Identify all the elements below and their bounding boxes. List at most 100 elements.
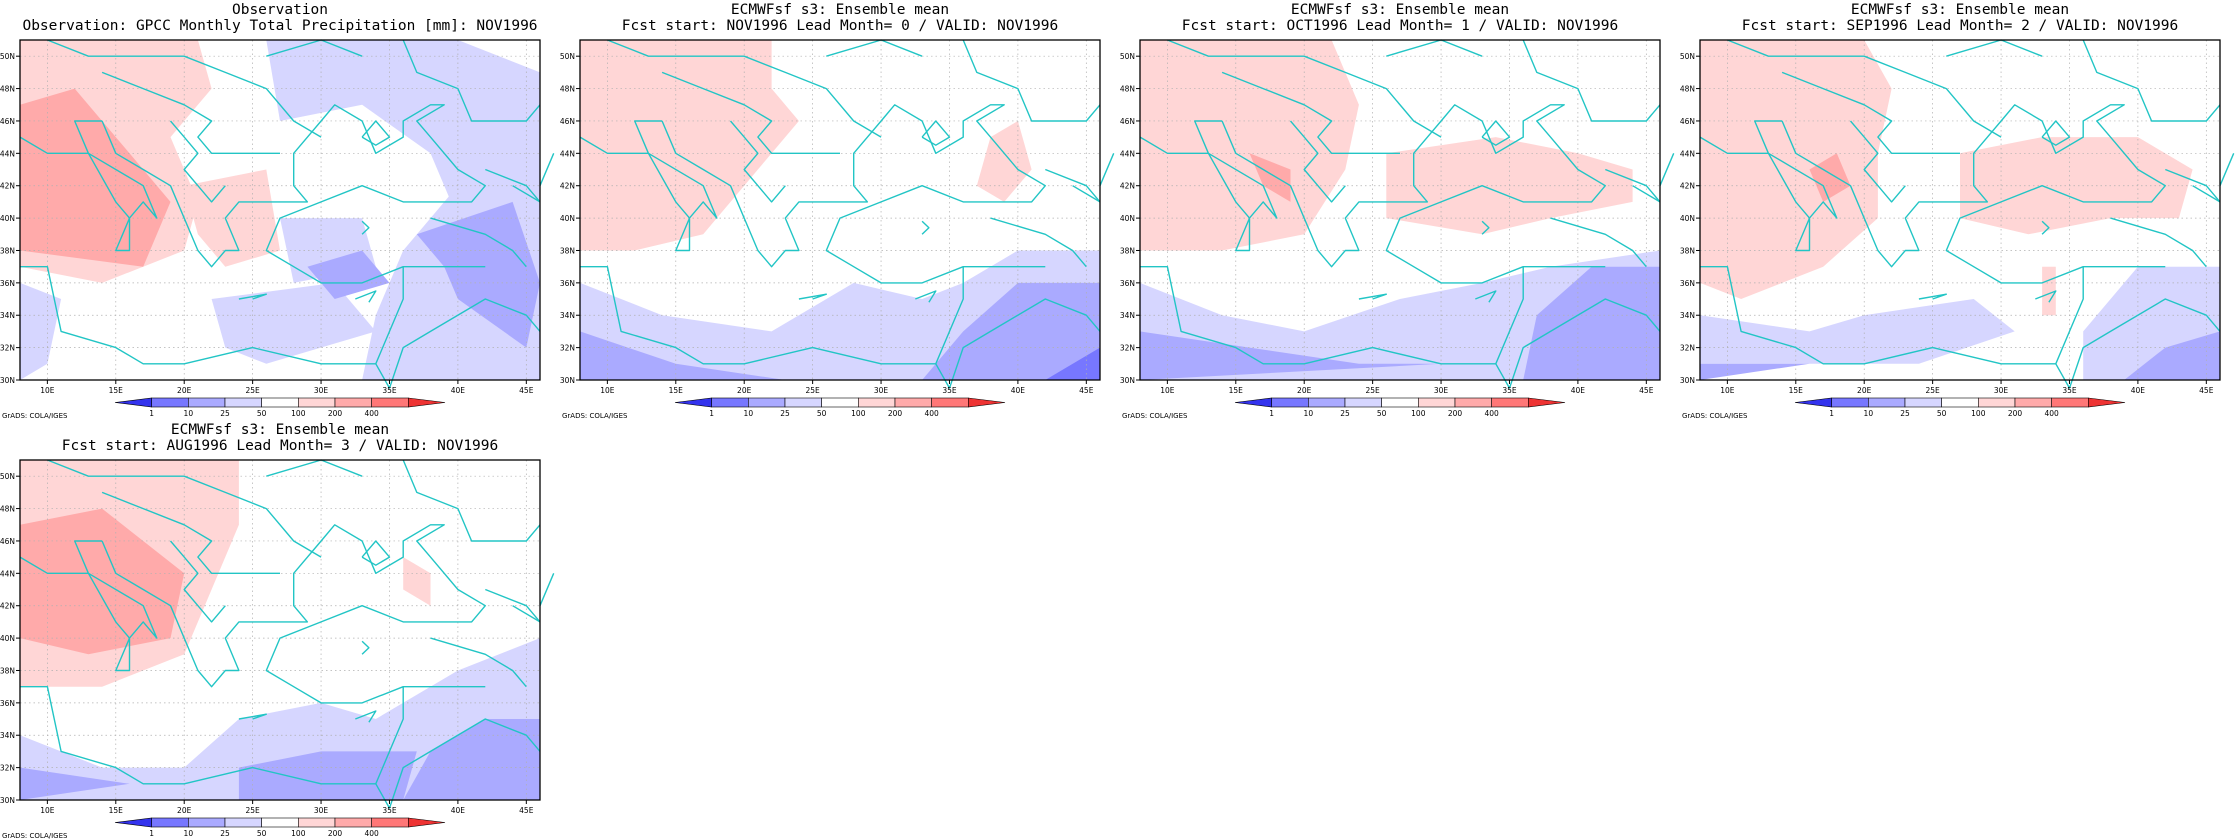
anomaly-region-neg2: [1523, 266, 1660, 380]
coastline: [1605, 168, 1661, 203]
map-frame: [19, 459, 541, 801]
anomaly-region-neg2: [403, 719, 540, 800]
coastline: [1140, 104, 1606, 365]
colorbar-label: 100: [291, 829, 306, 838]
coastline: [1727, 39, 2002, 138]
anomaly-region-pos2: [1249, 153, 1291, 202]
colorbar-label: 10: [184, 829, 194, 838]
coastline: [661, 71, 840, 155]
colorbar-segment: [1491, 397, 1529, 408]
lat-tick-label: 40N: [0, 214, 15, 223]
lat-tick-label: 30N: [1120, 376, 1135, 385]
colorbar-label: 10: [1864, 409, 1874, 418]
coastline: [1918, 293, 1947, 300]
colorbar-segment: [2014, 397, 2052, 408]
coastline: [485, 588, 541, 623]
colorbar-label: 50: [257, 829, 267, 838]
lon-tick-label: 15E: [1229, 386, 1244, 395]
coastline: [1481, 120, 1511, 146]
coastline: [19, 120, 158, 252]
coastline: [1659, 153, 1675, 186]
colorbar-label: 25: [780, 409, 790, 418]
lon-tick-label: 45E: [2199, 386, 2214, 395]
lat-tick-label: 42N: [0, 602, 15, 611]
colorbar-segment: [371, 397, 409, 408]
panel-lead1: ECMWFsf s3: Ensemble mean Fcst start: OC…: [1120, 0, 1680, 420]
colorbar-segment: [1308, 397, 1346, 408]
lat-tick-label: 46N: [1120, 117, 1135, 126]
coastline: [375, 718, 541, 809]
lat-tick-label: 34N: [560, 311, 575, 320]
coastline: [1289, 120, 1346, 203]
coastline: [101, 491, 280, 575]
panel-title-line2: Observation: GPCC Monthly Total Precipit…: [22, 18, 538, 34]
coastline: [2055, 298, 2221, 389]
lon-tick-label: 20E: [177, 386, 192, 395]
lat-tick-label: 40N: [1680, 214, 1695, 223]
lat-tick-label: 46N: [0, 537, 15, 546]
coastline: [921, 120, 951, 146]
anomaly-region-neg2: [2124, 331, 2220, 380]
colorbar-label: 400: [1485, 409, 1500, 418]
coastline: [1632, 185, 1661, 203]
precip-map: 10E 15E 20E 25E 30E 35E 40E 45E 30N 32N 34N 36N 38N 4…: [1680, 39, 2235, 418]
colorbar-label: 50: [1937, 409, 1947, 418]
precip-map: 10E 15E 20E 25E 30E 35E 40E 45E 30N 32N 34N 36N 38N 4…: [1120, 39, 1675, 418]
coastline: [1475, 290, 1497, 303]
lat-tick-label: 42N: [1680, 182, 1695, 191]
lon-tick-label: 40E: [1011, 386, 1026, 395]
coastline: [915, 290, 937, 303]
lon-tick-label: 25E: [1925, 386, 1940, 395]
lat-tick-label: 34N: [1680, 311, 1695, 320]
colorbar-label: 10: [744, 409, 754, 418]
lon-tick-label: 35E: [942, 386, 957, 395]
colorbar-label: 200: [1448, 409, 1463, 418]
lon-tick-label: 10E: [40, 386, 55, 395]
colorbar-label: 100: [291, 409, 306, 418]
coastline: [375, 298, 541, 389]
anomaly-region-neg2: [1700, 363, 1810, 380]
colorbar-label: 100: [1971, 409, 1986, 418]
lat-tick-label: 32N: [1680, 344, 1695, 353]
panel-title: Observation Observation: GPCC Monthly To…: [0, 2, 560, 34]
anomaly-region-neg2: [580, 331, 786, 380]
anomaly-region-pos1: [976, 121, 1032, 202]
colorbar-label: 100: [1411, 409, 1426, 418]
map-frame: [1699, 39, 2221, 381]
precip-map: 10E 15E 20E 25E 30E 35E 40E 45E 30N 32N 34N 36N 38N 4…: [0, 39, 555, 418]
coastline: [798, 293, 827, 300]
anomaly-region-neg2: [238, 751, 417, 800]
lat-tick-label: 50N: [0, 52, 15, 61]
coastline: [962, 39, 1101, 122]
colorbar-segment: [1868, 397, 1906, 408]
coastline: [539, 153, 555, 186]
colorbar-segment: [1234, 397, 1272, 408]
lon-tick-label: 35E: [2062, 386, 2077, 395]
lat-tick-label: 42N: [560, 182, 575, 191]
panel-title-line1: ECMWFsf s3: Ensemble mean: [1290, 2, 1510, 18]
colorbar-segment: [1978, 397, 2016, 408]
lon-tick-label: 35E: [382, 806, 397, 815]
colorbar-segment: [261, 817, 299, 828]
colorbar-label: 50: [1377, 409, 1387, 418]
lat-tick-label: 42N: [0, 182, 15, 191]
colorbar-label: 400: [2045, 409, 2060, 418]
lon-tick-label: 20E: [1297, 386, 1312, 395]
coastline: [430, 637, 527, 688]
panel-observation: Observation Observation: GPCC Monthly To…: [0, 0, 560, 420]
coastline: [1550, 217, 1647, 268]
coastline: [607, 39, 882, 138]
lat-tick-label: 50N: [0, 472, 15, 481]
lat-tick-label: 46N: [0, 117, 15, 126]
lon-tick-label: 20E: [1857, 386, 1872, 395]
coastline: [355, 290, 377, 303]
colorbar-segment: [1831, 397, 1869, 408]
lon-tick-label: 45E: [1639, 386, 1654, 395]
lat-tick-label: 42N: [1120, 182, 1135, 191]
coastline: [101, 71, 280, 155]
lat-tick-label: 48N: [0, 505, 15, 514]
colorbar-segment: [114, 817, 152, 828]
colorbar-label: 200: [2008, 409, 2023, 418]
colorbar-segment: [151, 397, 189, 408]
colorbar-segment: [748, 397, 786, 408]
